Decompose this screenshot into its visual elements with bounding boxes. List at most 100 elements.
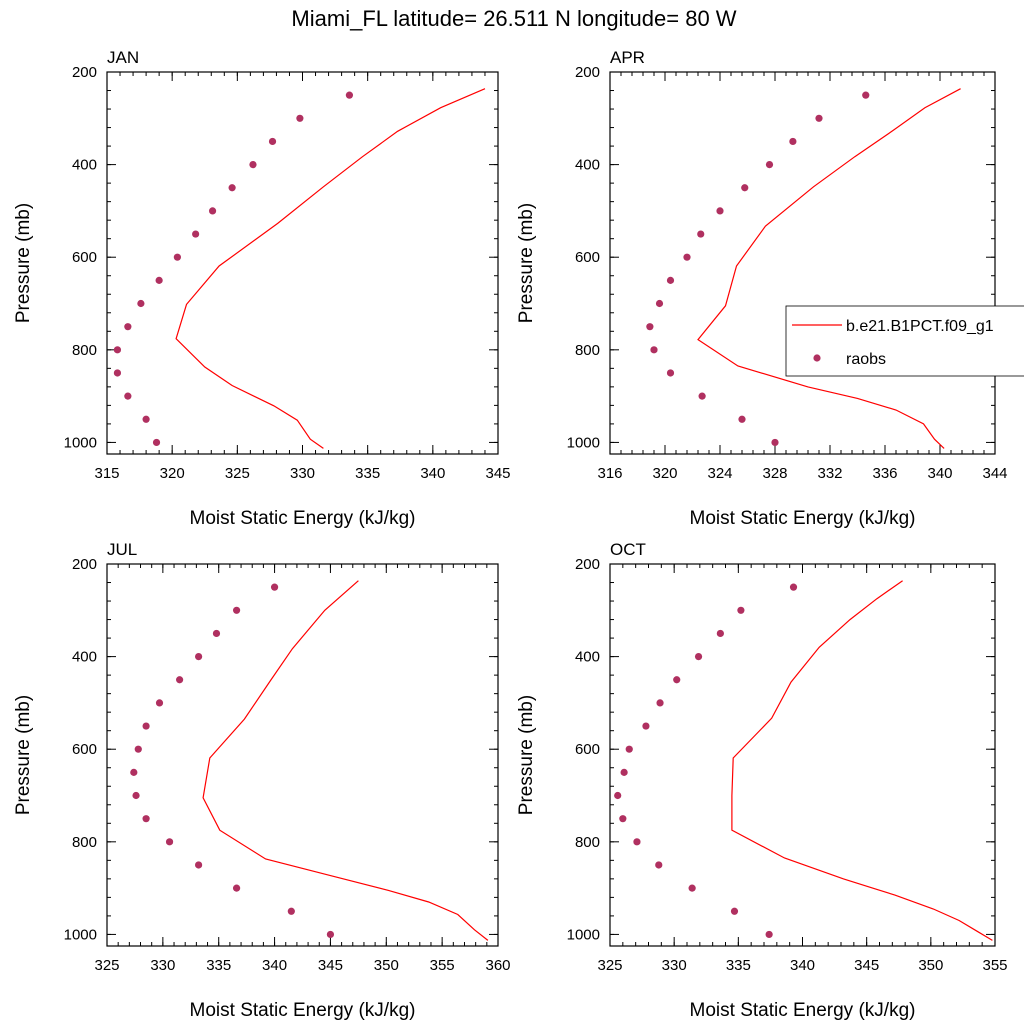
- raobs-point: [655, 861, 663, 869]
- legend-box: [785, 305, 1024, 377]
- x-tick-label: 340: [420, 465, 445, 482]
- y-tick-label: 400: [72, 157, 97, 174]
- x-tick-label: 320: [160, 465, 185, 482]
- x-tick-label: 345: [854, 957, 879, 974]
- raobs-point: [130, 768, 138, 776]
- y-tick-label: 600: [72, 249, 97, 266]
- y-tick-label: 200: [575, 64, 600, 81]
- raobs-point: [656, 699, 664, 707]
- raobs-point: [228, 184, 236, 192]
- raobs-point: [619, 815, 627, 823]
- raobs-point: [165, 838, 174, 846]
- raobs-point: [694, 653, 703, 661]
- y-tick-label: 1000: [64, 434, 97, 451]
- x-tick-label: 345: [318, 957, 343, 974]
- raobs-point: [614, 791, 622, 800]
- model-series-line: [175, 88, 486, 449]
- raobs-point: [155, 276, 163, 284]
- raobs-point: [765, 930, 773, 939]
- y-tick-label: 200: [575, 556, 600, 573]
- panel-label: JAN: [107, 48, 139, 67]
- x-axis-title: Moist Static Energy (kJ/kg): [690, 508, 916, 529]
- raobs-point: [232, 884, 241, 892]
- plot-frame: [609, 563, 996, 947]
- raobs-point: [642, 722, 650, 730]
- x-axis-title: Moist Static Energy (kJ/kg): [690, 1000, 916, 1021]
- raobs-point: [326, 930, 335, 939]
- raobs-point: [142, 722, 150, 730]
- x-tick-label: 360: [485, 957, 510, 974]
- raobs-point: [195, 861, 203, 869]
- x-tick-label: 335: [355, 465, 380, 482]
- x-tick-label: 320: [652, 465, 677, 482]
- raobs-point: [152, 438, 161, 447]
- raobs-point: [815, 114, 823, 122]
- raobs-point: [737, 606, 745, 614]
- x-axis-title: Moist Static Energy (kJ/kg): [190, 1000, 416, 1021]
- raobs-point: [208, 207, 217, 215]
- raobs-point: [625, 745, 633, 753]
- raobs-point: [716, 629, 724, 638]
- x-axis-title: Moist Static Energy (kJ/kg): [190, 508, 416, 529]
- y-axis-title: Pressure (mb): [13, 203, 34, 323]
- plot-frame: [609, 71, 996, 455]
- x-tick-label: 340: [790, 957, 815, 974]
- x-tick-label: 325: [225, 465, 250, 482]
- raobs-point: [212, 629, 221, 638]
- x-tick-label: 350: [918, 957, 943, 974]
- legend-label-raobs: raobs: [846, 351, 886, 368]
- raobs-point: [268, 137, 277, 146]
- y-tick-label: 600: [72, 741, 97, 758]
- y-tick-label: 1000: [64, 926, 97, 943]
- x-tick-label: 344: [982, 465, 1007, 482]
- x-tick-label: 325: [94, 957, 119, 974]
- raobs-point: [142, 415, 150, 423]
- raobs-point: [155, 699, 164, 707]
- raobs-point: [173, 253, 181, 261]
- plot-frame: [106, 71, 499, 455]
- y-axis-title: Pressure (mb): [13, 695, 34, 815]
- raobs-point: [765, 161, 774, 169]
- plot-frame: [106, 563, 499, 947]
- x-tick-label: 324: [707, 465, 732, 482]
- x-tick-label: 355: [982, 957, 1007, 974]
- raobs-point: [134, 745, 142, 753]
- raobs-point: [789, 137, 797, 146]
- x-tick-label: 330: [150, 957, 175, 974]
- raobs-point: [113, 346, 122, 354]
- raobs-point: [666, 369, 675, 377]
- x-tick-label: 328: [762, 465, 787, 482]
- raobs-point: [698, 392, 706, 400]
- raobs-point: [738, 415, 746, 423]
- raobs-point: [683, 253, 691, 261]
- panel-label: APR: [610, 48, 645, 67]
- raobs-point: [113, 369, 122, 377]
- raobs-point: [697, 230, 705, 238]
- y-tick-label: 800: [72, 342, 97, 359]
- x-tick-label: 335: [206, 957, 231, 974]
- raobs-point: [789, 583, 798, 591]
- x-tick-label: 330: [662, 957, 687, 974]
- y-tick-label: 200: [72, 64, 97, 81]
- panel-label: OCT: [610, 540, 646, 559]
- y-axis-title: Pressure (mb): [516, 695, 537, 815]
- x-tick-label: 340: [927, 465, 952, 482]
- x-tick-label: 332: [817, 465, 842, 482]
- raobs-point: [633, 838, 641, 846]
- model-series-line: [697, 88, 961, 449]
- raobs-point: [650, 346, 658, 354]
- y-tick-label: 200: [72, 556, 97, 573]
- raobs-point: [862, 91, 870, 99]
- y-tick-label: 1000: [567, 434, 600, 451]
- raobs-point: [124, 323, 132, 331]
- raobs-point: [287, 907, 295, 915]
- raobs-point: [192, 230, 200, 238]
- raobs-point: [232, 606, 241, 614]
- raobs-point: [137, 299, 145, 308]
- raobs-point: [296, 114, 304, 122]
- y-tick-label: 1000: [567, 926, 600, 943]
- raobs-point: [666, 276, 675, 284]
- y-tick-label: 600: [575, 249, 600, 266]
- chart-title: Miami_FL latitude= 26.511 N longitude= 8…: [291, 6, 736, 31]
